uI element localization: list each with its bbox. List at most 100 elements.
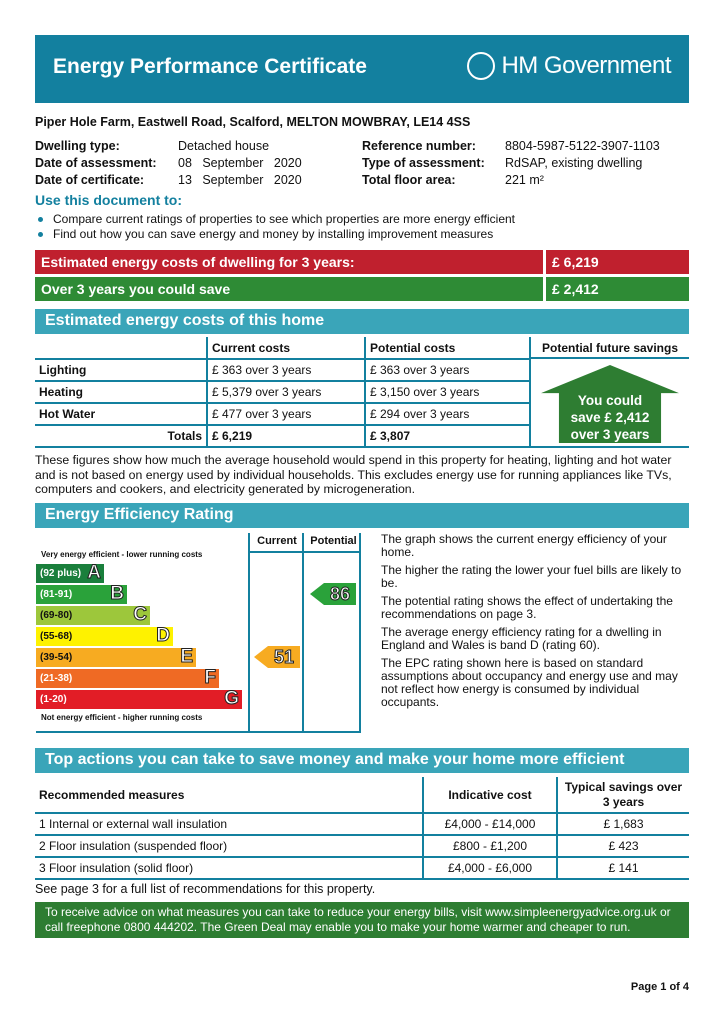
- details-right: Reference number: 8804-5987-5122-3907-110…: [362, 138, 660, 189]
- actions-note: See page 3 for a full list of recommenda…: [35, 882, 376, 896]
- use-heading: Use this document to:: [35, 192, 183, 208]
- cell: £ 6,219: [206, 425, 365, 448]
- cell: £4,000 - £6,000: [422, 857, 557, 880]
- band-letter: F: [204, 667, 217, 689]
- eer-note: The graph shows the current energy effic…: [381, 532, 667, 559]
- band-a: (92 plus) A: [36, 562, 104, 584]
- page-title: Energy Performance Certificate: [53, 55, 367, 78]
- hm-government-logo: HM Government: [467, 52, 671, 80]
- col-future-savings: Potential future savings: [531, 337, 689, 359]
- band-e: (39-54) E: [36, 646, 196, 668]
- savings-bar: Over 3 years you could save £ 2,412: [35, 277, 689, 301]
- page-number: Page 1 of 4: [630, 981, 689, 993]
- band-range: (92 plus): [40, 568, 82, 579]
- eer-note: The higher the rating the lower your fue…: [381, 563, 682, 590]
- band-f: (21-38) F: [36, 667, 219, 689]
- detail-value: Detached house: [178, 139, 270, 153]
- cell: £ 363 over 3 years: [364, 359, 529, 382]
- eer-chart: Current Potential Very energy efficient …: [36, 533, 361, 733]
- cell: £ 3,807: [364, 425, 529, 448]
- cell: £ 363 over 3 years: [206, 359, 365, 382]
- actions-table: Recommended measures Indicative cost Typic…: [35, 777, 689, 880]
- bullet-item: Compare current ratings of properties to…: [35, 212, 515, 227]
- detail-label: Date of certificate:: [35, 173, 145, 187]
- eer-note: The EPC rating shown here is based on st…: [381, 656, 678, 709]
- detail-value: 08 September 2020: [178, 156, 302, 170]
- savings-label: Over 3 years you could save: [35, 277, 543, 301]
- estimated-costs-label: Estimated energy costs of dwelling for 3…: [35, 250, 543, 274]
- cell: £ 423: [556, 835, 689, 858]
- band-letter: A: [87, 562, 102, 584]
- actions-section-heading: Top actions you can take to save money a…: [35, 748, 689, 773]
- band-range: (1-20): [40, 694, 67, 705]
- band-letter: B: [110, 583, 125, 605]
- advice-box: To receive advice on what measures you c…: [35, 902, 689, 938]
- potential-rating-arrow: 86: [310, 583, 356, 605]
- eer-note: The average energy efficiency rating for…: [381, 625, 662, 652]
- col-measures: Recommended measures: [35, 777, 423, 814]
- col-potential: Potential: [310, 535, 357, 547]
- savings-badge: You could save £ 2,412 over 3 years: [541, 392, 679, 443]
- band-letter: D: [156, 625, 171, 647]
- table-row: Hot Water £ 477 over 3 years £ 294 over 3 …: [35, 403, 529, 426]
- costs-section-heading: Estimated energy costs of this home: [35, 309, 689, 334]
- eer-note: The potential rating shows the effect of…: [381, 594, 673, 621]
- detail-value: RdSAP, existing dwelling: [505, 156, 643, 170]
- row-label: Heating: [35, 381, 207, 404]
- col-potential-costs: Potential costs: [364, 337, 529, 360]
- band-c: (69-80) C: [36, 604, 150, 626]
- cell: 2 Floor insulation (suspended floor): [35, 835, 423, 858]
- cell: £ 141: [556, 857, 689, 880]
- cell: 1 Internal or external wall insulation: [35, 813, 423, 836]
- current-rating-arrow: 51: [254, 646, 300, 668]
- bottom-label: Not energy efficient - higher running co…: [41, 713, 203, 722]
- band-letter: E: [180, 646, 194, 668]
- detail-label: Reference number:: [362, 139, 476, 153]
- table-row: 2 Floor insulation (suspended floor) £800…: [35, 835, 689, 858]
- cell: £ 1,683: [556, 813, 689, 836]
- badge-line: You could: [577, 393, 643, 408]
- band-d: (55-68) D: [36, 625, 173, 647]
- detail-value: 221 m²: [505, 173, 544, 187]
- cell: 3 Floor insulation (solid floor): [35, 857, 423, 880]
- cell: £ 3,150 over 3 years: [364, 381, 529, 404]
- estimated-costs-value: £ 6,219: [546, 250, 689, 274]
- estimated-costs-bar: Estimated energy costs of dwelling for 3…: [35, 250, 689, 274]
- band-b: (81-91) B: [36, 583, 127, 605]
- band-g: (1-20) G: [36, 688, 242, 710]
- col-blank: [35, 337, 207, 360]
- col-current-costs: Current costs: [206, 337, 365, 360]
- bullet-item: Find out how you can save energy and mon…: [35, 227, 515, 242]
- table-row: 1 Internal or external wall insulation £4…: [35, 813, 689, 836]
- table-row: 3 Floor insulation (solid floor) £4,000 -…: [35, 857, 689, 880]
- future-savings-panel: Potential future savings You could save £…: [529, 337, 689, 448]
- use-bullets: Compare current ratings of properties to…: [35, 212, 515, 242]
- band-range: (21-38): [40, 673, 73, 684]
- cell: £ 477 over 3 years: [206, 403, 365, 426]
- cell: £ 294 over 3 years: [364, 403, 529, 426]
- cell: £ 5,379 over 3 years: [206, 381, 365, 404]
- crest-icon: [467, 52, 496, 80]
- costs-table: Current costs Potential costs Lighting £ 3…: [35, 337, 529, 448]
- col-savings: Typical savings over 3 years: [556, 777, 689, 814]
- detail-label: Dwelling type:: [35, 139, 120, 153]
- col-current: Current: [257, 535, 297, 547]
- col-cost: Indicative cost: [422, 777, 557, 814]
- detail-value: 8804-5987-5122-3907-1103: [505, 139, 660, 153]
- eer-section-heading: Energy Efficiency Rating: [35, 503, 689, 528]
- row-label: Lighting: [35, 359, 207, 382]
- totals-row: Totals £ 6,219 £ 3,807: [35, 425, 529, 448]
- band-letter: G: [224, 688, 240, 710]
- band-letter: C: [133, 604, 148, 626]
- cell: £800 - £1,200: [422, 835, 557, 858]
- detail-label: Date of assessment:: [35, 156, 157, 170]
- detail-label: Total floor area:: [362, 173, 456, 187]
- band-range: (39-54): [40, 652, 73, 663]
- badge-line: save £ 2,412: [570, 410, 650, 425]
- band-range: (69-80): [40, 610, 73, 621]
- logo-text: HM Government: [501, 52, 671, 79]
- details-left: Dwelling type: Detached house Date of ass…: [35, 138, 302, 189]
- band-range: (81-91): [40, 589, 73, 600]
- band-range: (55-68): [40, 631, 73, 642]
- savings-value: £ 2,412: [546, 277, 689, 301]
